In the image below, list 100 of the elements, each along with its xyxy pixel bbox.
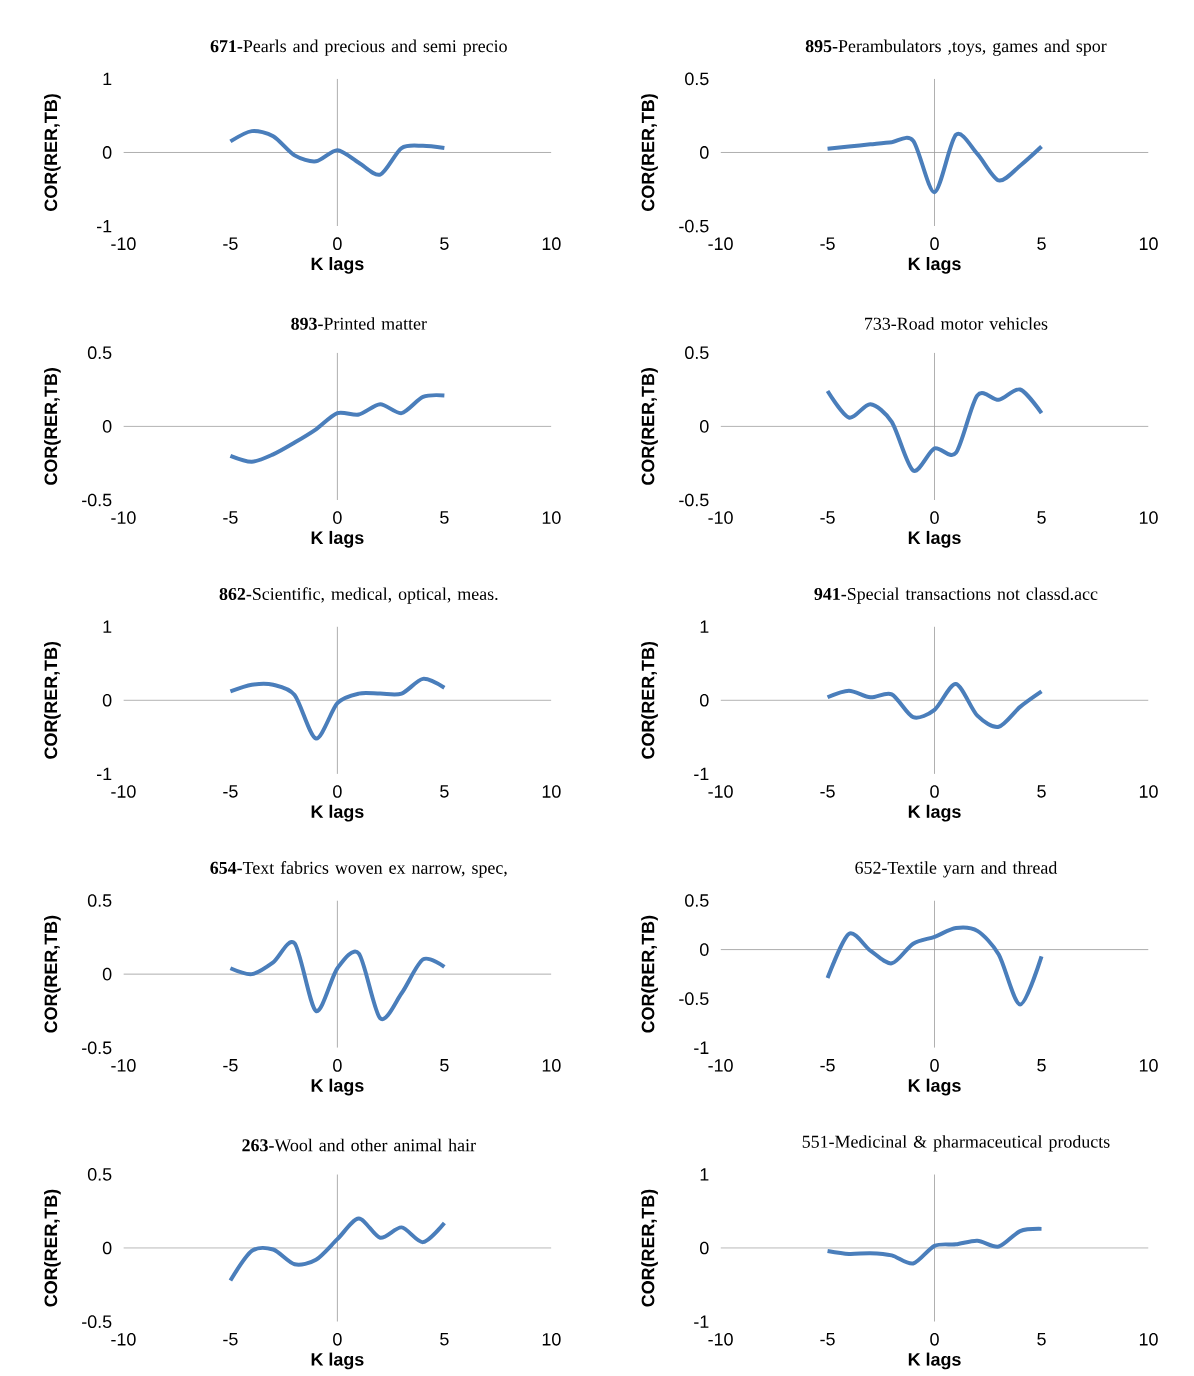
y-tick-label: 0: [102, 967, 112, 981]
y-tick-label: -1: [694, 767, 709, 781]
y-tick-label: 1: [103, 72, 112, 85]
x-axis-title: K lags: [311, 1352, 364, 1370]
line-series: [825, 682, 1044, 729]
x-tick-label: 0: [930, 237, 939, 251]
x-axis-title: K lags: [311, 804, 364, 822]
line-series: [228, 940, 447, 1021]
y-axis-title: COR(RER,TB): [641, 1189, 658, 1307]
x-tick-label: 5: [1037, 1332, 1046, 1346]
x-tick-label: 5: [439, 1332, 449, 1346]
y-tick-label: 0: [699, 419, 709, 433]
y-axis-title: COR(RER,TB): [43, 94, 61, 211]
x-tick-label: 5: [439, 511, 449, 524]
x-tick-label: 10: [1139, 237, 1158, 251]
x-tick-label: 5: [1037, 511, 1046, 524]
x-tick-label: 5: [439, 237, 449, 250]
line-series: [825, 925, 1044, 1007]
x-axis-title: K lags: [311, 257, 364, 274]
x-axis-title: K lags: [908, 804, 961, 822]
x-tick-label: -5: [820, 1059, 835, 1072]
y-tick-label: 0: [699, 943, 709, 956]
line-series: [228, 676, 447, 741]
x-tick-label: 10: [542, 237, 561, 251]
x-tick-label: -10: [111, 511, 136, 524]
x-tick-label: -5: [223, 511, 238, 524]
x-tick-label: 10: [1139, 1059, 1158, 1072]
line-series: [228, 1216, 447, 1283]
x-tick-label: -10: [111, 785, 136, 798]
x-tick-label: 5: [1037, 237, 1046, 250]
chart-title: 551-Medicinal & pharmaceutical products: [802, 1135, 1110, 1152]
x-tick-label: -10: [111, 1059, 136, 1072]
x-tick-label: 0: [332, 1059, 342, 1072]
y-axis-title: COR(RER,TB): [641, 94, 658, 211]
x-tick-label: -5: [820, 511, 835, 524]
x-tick-label: -5: [223, 237, 238, 250]
y-axis-title: COR(RER,TB): [641, 641, 658, 759]
y-tick-label: -1: [694, 1315, 709, 1328]
chart-title: 893-Printed matter: [291, 317, 427, 330]
y-tick-label: -1: [96, 219, 112, 233]
x-tick-label: -10: [708, 1332, 733, 1346]
y-tick-label: -1: [694, 1041, 709, 1054]
x-tick-label: 5: [1037, 1059, 1046, 1072]
chart-title: 654-Text fabrics woven ex narrow, spec,: [210, 861, 507, 878]
y-tick-label: -0.5: [81, 1041, 112, 1055]
y-tick-label: 0.5: [684, 346, 709, 360]
x-axis-title: K lags: [908, 530, 961, 548]
x-tick-label: 10: [542, 511, 561, 524]
x-tick-label: 10: [1139, 1332, 1158, 1346]
y-tick-label: 0.5: [684, 894, 709, 907]
x-tick-label: 5: [439, 1059, 449, 1072]
y-tick-label: 0.5: [87, 1168, 112, 1181]
y-tick-label: 0: [699, 146, 709, 159]
chart-title: 862-Scientific, medical, optical, meas.: [219, 587, 498, 604]
y-tick-label: -0.5: [679, 493, 709, 507]
y-tick-label: -0.5: [81, 493, 112, 507]
y-tick-label: -1: [96, 767, 112, 781]
y-axis-title: COR(RER,TB): [641, 915, 658, 1033]
x-tick-label: 10: [1139, 511, 1158, 524]
x-tick-label: -5: [820, 1332, 835, 1346]
x-tick-label: -5: [223, 785, 238, 798]
x-axis-title: K lags: [908, 257, 961, 274]
x-tick-label: -10: [708, 511, 733, 524]
x-tick-label: -10: [708, 237, 733, 251]
y-tick-label: 0: [699, 693, 709, 707]
x-tick-label: 5: [1037, 785, 1046, 798]
y-tick-label: 0: [699, 1241, 709, 1255]
x-axis-title: K lags: [311, 1078, 364, 1096]
x-tick-label: 0: [930, 1332, 939, 1346]
x-tick-label: 0: [332, 511, 342, 524]
line-series: [228, 393, 447, 464]
y-tick-label: 0: [102, 1241, 112, 1255]
x-tick-label: 0: [930, 511, 939, 524]
chart-title: 895-Perambulators ,toys, games and spor: [805, 39, 1107, 56]
x-tick-label: 10: [1139, 785, 1158, 798]
x-tick-label: -10: [708, 785, 733, 798]
y-tick-label: -0.5: [679, 219, 709, 233]
x-tick-label: 10: [542, 1059, 561, 1072]
y-tick-label: -0.5: [81, 1315, 112, 1329]
x-tick-label: 10: [542, 785, 561, 798]
x-tick-label: -10: [708, 1059, 733, 1072]
chart-title: 652-Textile yarn and thread: [855, 861, 1057, 878]
y-tick-label: 0.5: [87, 894, 112, 907]
x-tick-label: -5: [820, 237, 835, 250]
y-tick-label: 1: [103, 620, 112, 633]
y-tick-label: -0.5: [679, 992, 709, 1006]
x-axis-title: K lags: [908, 1352, 961, 1370]
x-tick-label: -5: [223, 1059, 238, 1072]
x-tick-label: 5: [439, 785, 449, 798]
y-tick-label: 0: [102, 146, 112, 159]
chart-title: 671-Pearls and precious and semi precio: [210, 39, 507, 56]
y-tick-label: 0.5: [87, 346, 112, 360]
y-tick-label: 0: [102, 419, 112, 433]
line-series: [228, 129, 447, 177]
y-axis-title: COR(RER,TB): [43, 915, 61, 1033]
chart-title: 263-Wool and other animal hair: [242, 1138, 476, 1152]
line-series: [825, 132, 1044, 195]
y-tick-label: 0.5: [684, 72, 709, 86]
x-tick-label: -10: [111, 237, 136, 251]
x-tick-label: -10: [111, 1332, 136, 1346]
